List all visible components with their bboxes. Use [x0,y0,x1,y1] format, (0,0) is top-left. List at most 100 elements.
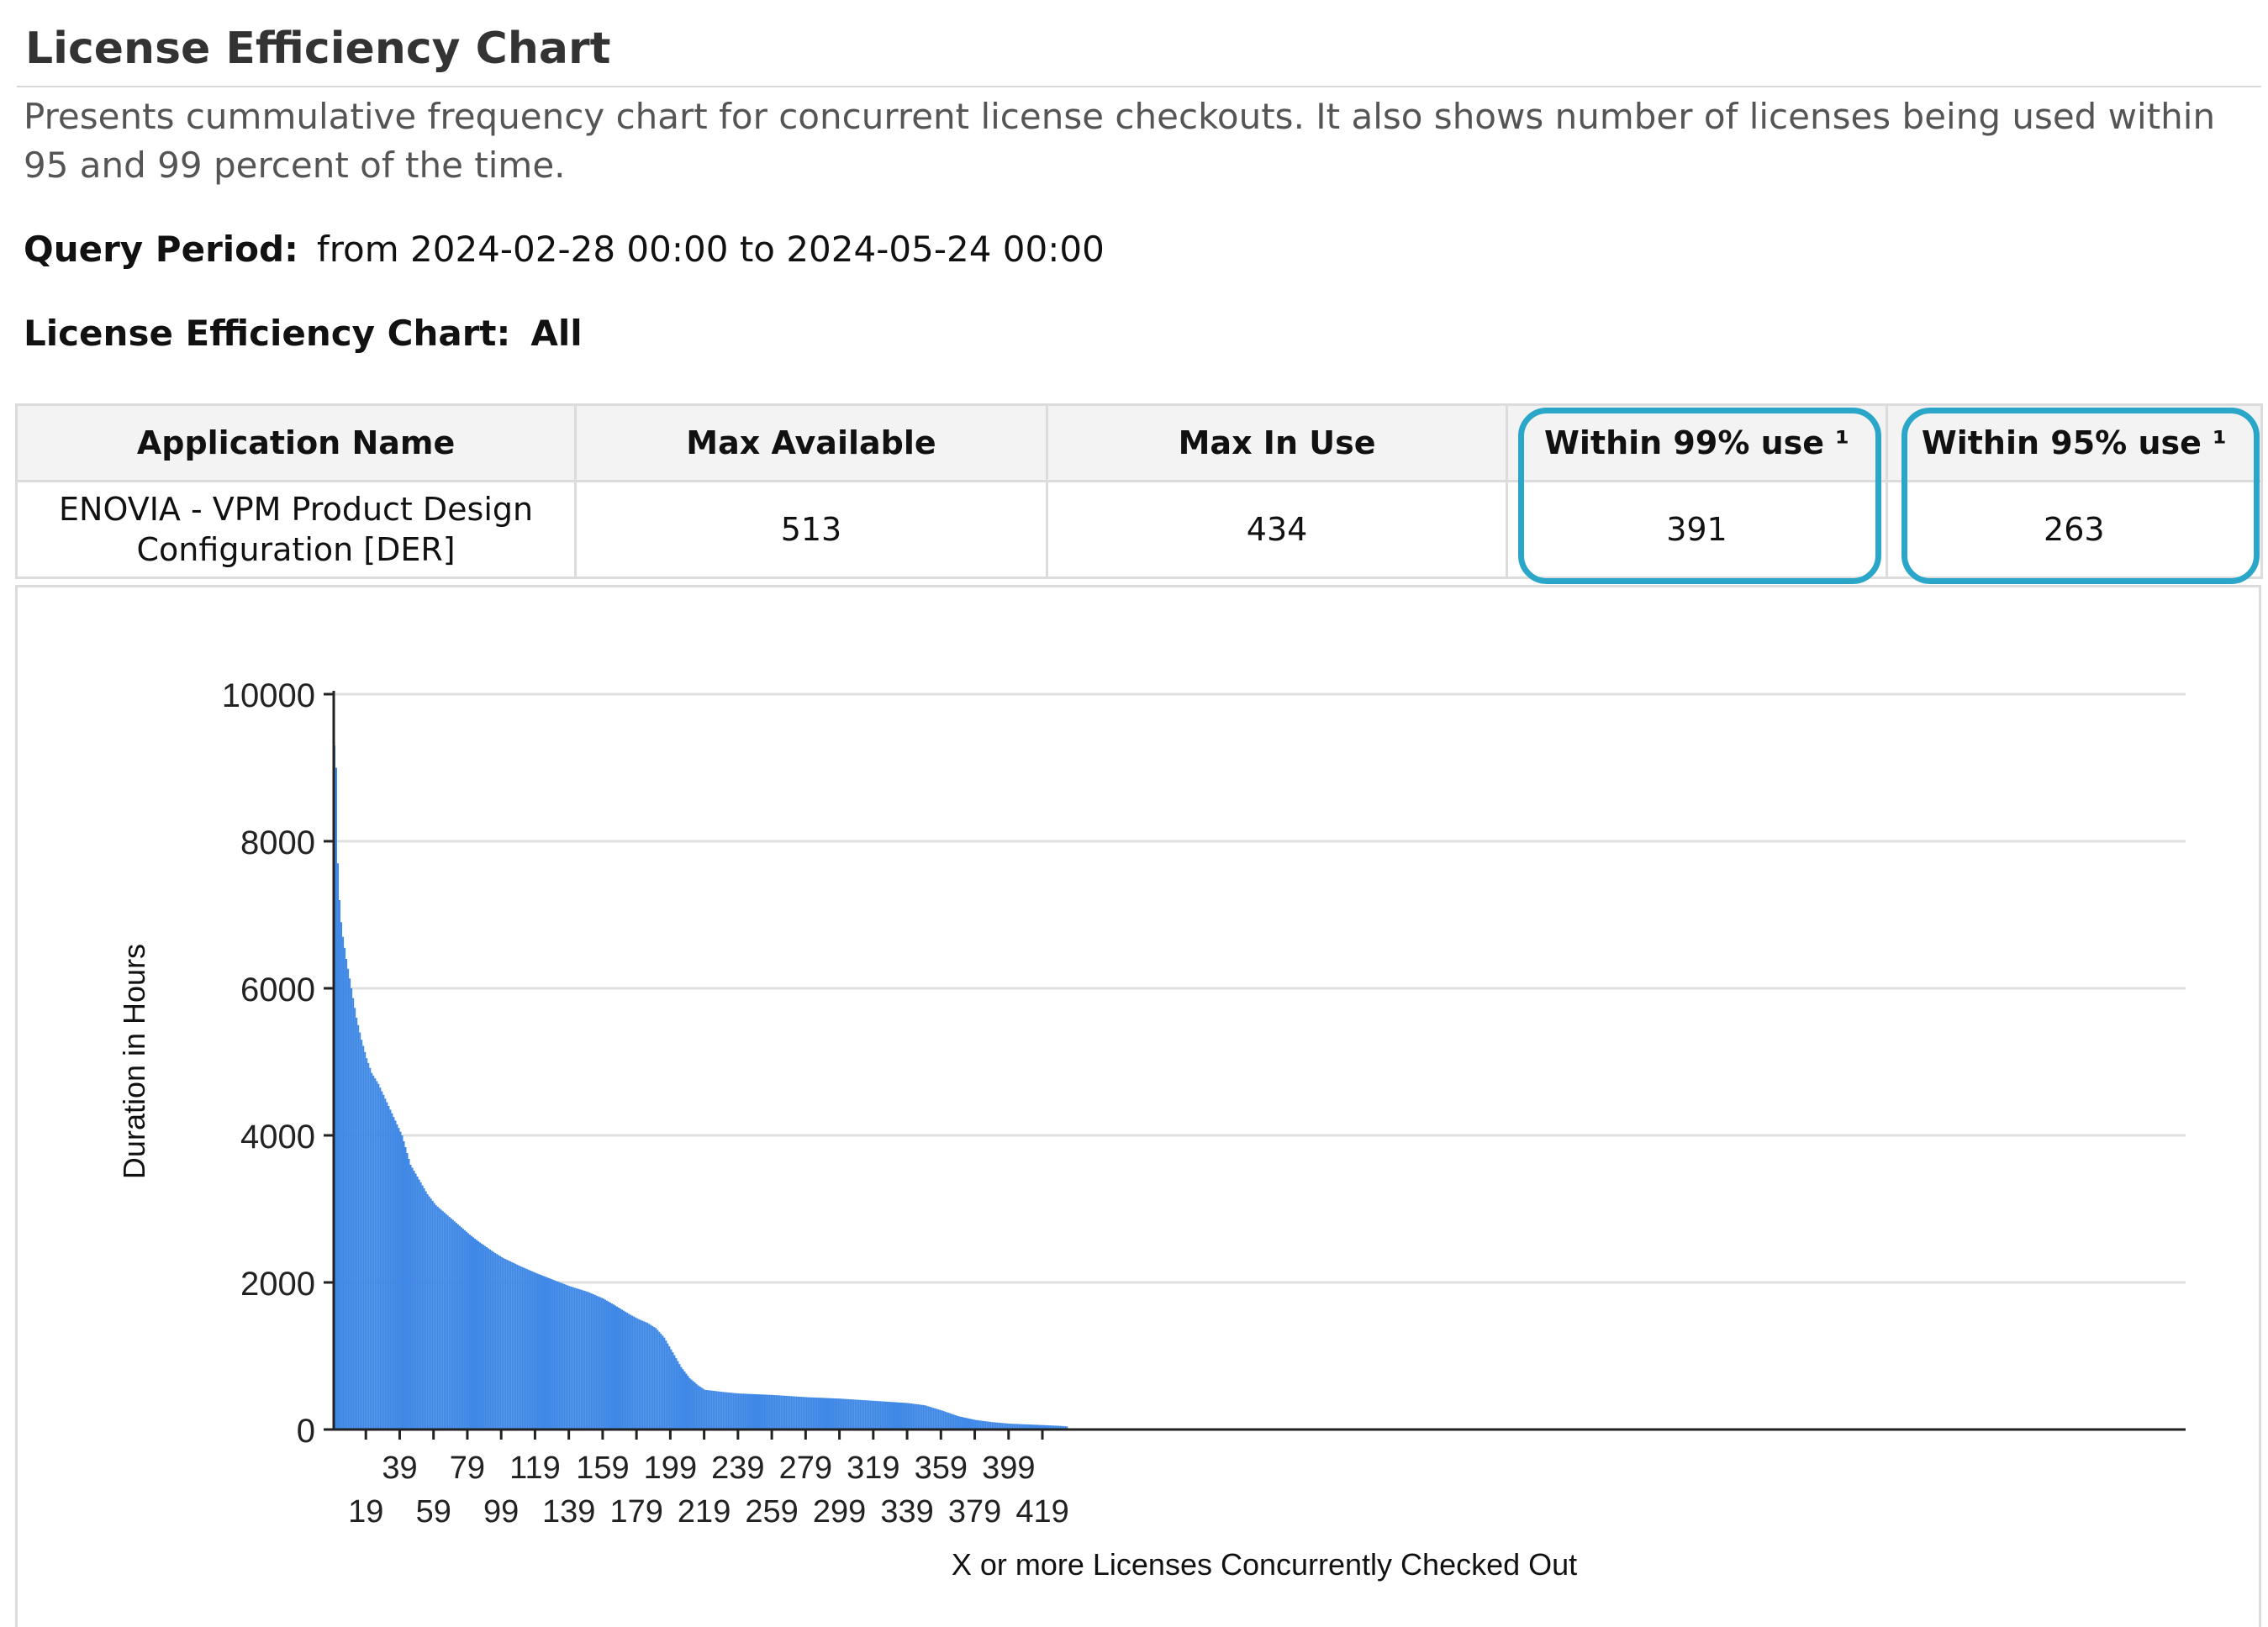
chart-bar [1030,1424,1032,1430]
chart-bar [518,1265,520,1430]
chart-bar [1036,1424,1040,1430]
chart-bar [682,1369,684,1430]
chart-bar [438,1208,440,1430]
chart-bar [425,1191,427,1430]
chart-bar [971,1419,973,1430]
chart-bar [511,1261,514,1430]
chart-bar [483,1245,485,1430]
x-tick-label: 79 [450,1451,485,1486]
column-header-within-95[interactable]: Within 95% use ¹ [1885,403,2264,482]
chart-bar [590,1293,593,1430]
chart-bar [783,1395,786,1430]
chart-bar [861,1399,863,1430]
highlight-within-95 [1901,408,2260,584]
chart-bar [973,1419,975,1430]
chart-bar [1059,1425,1062,1430]
chart-bar [809,1397,811,1430]
chart-bar [673,1355,676,1430]
chart-bar [1021,1424,1024,1430]
chart-bar [919,1404,921,1430]
chart-bar [630,1314,632,1430]
chart-bar [377,1083,380,1430]
chart-bar [739,1393,741,1430]
chart-bar [349,978,351,1430]
cell-max-in-use: 434 [1045,480,1509,579]
chart-bar [874,1401,877,1430]
chart-bar [394,1120,397,1430]
chart-bar [528,1270,530,1430]
chart-bar [551,1279,554,1430]
column-header-max-available[interactable]: Max Available [574,403,1048,482]
chart-bar [924,1405,926,1430]
chart-bar [610,1303,613,1430]
chart-bar [431,1200,434,1430]
chart-bar [398,1128,400,1430]
chart-bar [593,1294,596,1430]
chart-bar [436,1206,439,1430]
cell-within-95: 263 [1885,480,2264,579]
y-tick-label: 10000 [222,677,315,714]
chart-bar [421,1185,424,1430]
chart-bar [1039,1424,1042,1430]
chart-bar [599,1297,601,1430]
chart-bar [841,1398,843,1430]
chart-bar [612,1304,614,1430]
chart-bar [577,1288,579,1430]
chart-bar [620,1308,622,1430]
chart-bar [460,1227,462,1430]
chart-bar [799,1396,801,1430]
chart-bar [653,1327,656,1430]
chart-bar [451,1219,454,1430]
column-header-application-name[interactable]: Application Name [14,403,578,482]
chart-bar [479,1242,482,1430]
chart-bar [907,1403,910,1430]
chart-bar [403,1141,405,1430]
chart-bar [614,1305,617,1430]
x-axis-label: X or more Licenses Concurrently Checked … [952,1547,1577,1582]
column-header-max-in-use[interactable]: Max In Use [1045,403,1509,482]
chart-bar [944,1411,947,1430]
chart-bar [538,1274,541,1430]
chart-bar [981,1420,984,1430]
x-tick-label: 39 [382,1451,417,1486]
chart-bar [959,1416,962,1430]
chart-bar [1058,1425,1060,1430]
chart-bar [817,1398,820,1430]
chart-bar [762,1394,764,1430]
chart-bar [734,1393,736,1430]
column-header-within-99[interactable]: Within 99% use ¹ [1506,403,1888,482]
chart-bar [401,1135,403,1430]
chart-bar [1049,1425,1052,1430]
chart-bar [597,1296,599,1430]
chart-bar [1063,1425,1065,1430]
chart-bar [621,1309,624,1430]
chart-bar [342,936,345,1430]
chart-bar [688,1377,691,1430]
chart-bar [508,1261,510,1430]
chart-bar [966,1418,968,1430]
chart-bar [560,1282,562,1430]
chart-bar [883,1401,885,1430]
chart-bar [807,1397,810,1430]
x-tick-label: 19 [348,1494,383,1530]
chart-bar [868,1400,870,1430]
chart-bar [675,1358,678,1430]
chart-bar [976,1419,978,1430]
chart-bar [1011,1424,1014,1430]
chart-bar [419,1182,422,1430]
chart-bar [1005,1423,1007,1430]
chart-bar [628,1314,630,1430]
chart-bar [351,988,353,1430]
chart-bar [871,1400,873,1430]
chart-bar [503,1258,505,1430]
chart-bar [645,1322,647,1430]
chart-bar [465,1231,467,1430]
chart-bar [667,1343,669,1430]
chart-bar [509,1261,512,1430]
cell-application-name: ENOVIA - VPM Product Design Configuratio… [14,480,578,579]
chart-bar [489,1249,492,1430]
chart-bar [873,1400,875,1430]
chart-bar [752,1393,755,1430]
chart-bar [520,1266,522,1430]
chart-bar [931,1407,933,1430]
